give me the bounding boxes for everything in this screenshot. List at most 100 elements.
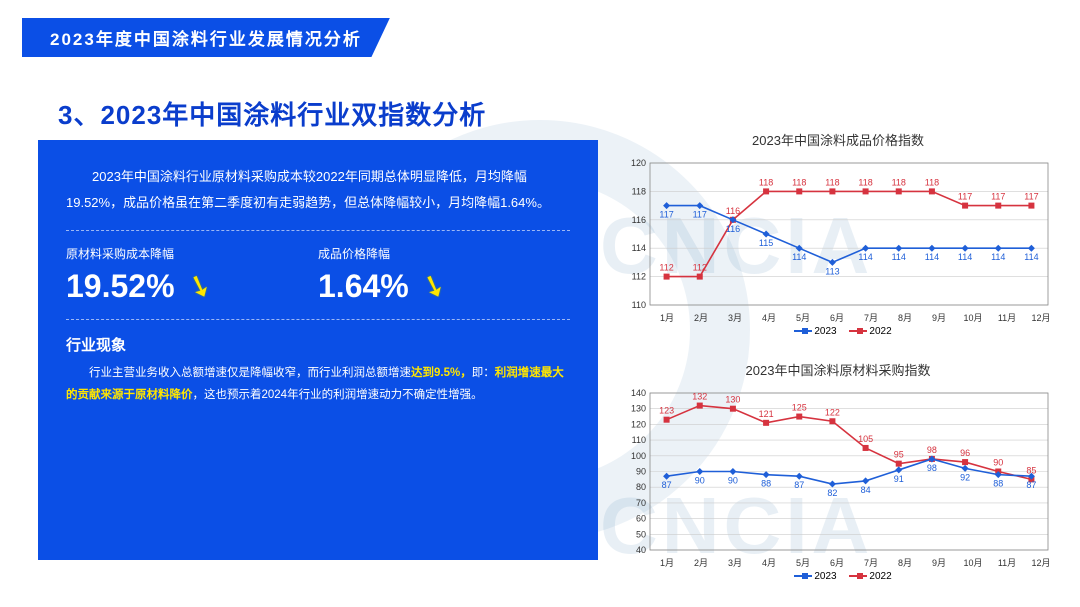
svg-text:114: 114	[858, 252, 872, 262]
legend-label-2022: 2022	[869, 571, 891, 582]
svg-text:114: 114	[958, 252, 972, 262]
svg-text:117: 117	[693, 210, 707, 220]
metric1-label: 原材料采购成本降幅	[66, 245, 318, 262]
svg-text:98: 98	[927, 463, 937, 473]
svg-text:90: 90	[636, 467, 646, 477]
svg-text:140: 140	[631, 388, 646, 398]
svg-text:121: 121	[759, 409, 774, 419]
svg-text:50: 50	[636, 529, 646, 539]
metrics-row: 原材料采购成本降幅 19.52% ➘ 成品价格降幅 1.64% ➘	[66, 245, 570, 305]
svg-text:95: 95	[894, 450, 904, 460]
svg-text:88: 88	[761, 479, 771, 489]
svg-text:90: 90	[728, 476, 738, 486]
chart2-legend: 2023 2022	[618, 571, 1058, 582]
summary-panel: 2023年中国涂料行业原材料采购成本较2022年同期总体明显降低，月均降幅19.…	[38, 140, 598, 560]
chart2-title: 2023年中国涂料原材料采购指数	[618, 360, 1058, 379]
svg-text:105: 105	[858, 434, 873, 444]
svg-text:90: 90	[993, 458, 1003, 468]
header-tab: 2023年度中国涂料行业发展情况分析	[22, 18, 390, 57]
phen-post: ，这也预示着2024年行业的利润增速动力不确定性增强。	[193, 389, 483, 401]
legend-dot-2022	[857, 328, 863, 334]
chart1-legend: 2023 2022	[618, 326, 1058, 337]
legend-label-2022: 2022	[869, 326, 891, 337]
svg-text:117: 117	[958, 192, 972, 202]
chart2-xaxis: 1月2月3月4月5月6月7月8月9月10月11月12月	[618, 556, 1058, 569]
chart1-xaxis: 1月2月3月4月5月6月7月8月9月10月11月12月	[618, 311, 1058, 324]
svg-text:120: 120	[631, 158, 646, 168]
svg-text:114: 114	[1024, 252, 1038, 262]
metric2-label: 成品价格降幅	[318, 245, 570, 262]
svg-text:122: 122	[825, 407, 840, 417]
divider-2	[66, 319, 570, 320]
legend-dot-2023	[802, 328, 808, 334]
svg-text:112: 112	[693, 263, 707, 273]
svg-text:114: 114	[892, 252, 906, 262]
section-title: 3、2023年中国涂料行业双指数分析	[58, 95, 486, 132]
svg-text:87: 87	[1026, 480, 1036, 490]
metric2-value: 1.64%	[318, 268, 409, 305]
phenomenon-title: 行业现象	[66, 334, 570, 355]
phen-mid: 即：	[472, 367, 495, 379]
svg-text:110: 110	[632, 300, 646, 310]
svg-text:100: 100	[631, 451, 646, 461]
chart1-title: 2023年中国涂料成品价格指数	[618, 130, 1058, 149]
chart-raw-material-index: 2023年中国涂料原材料采购指数 40 50 60 70 80 90 100 110 120 13…	[618, 360, 1058, 590]
svg-text:120: 120	[631, 419, 646, 429]
chart2-svg: 40 50 60 70 80 90 100 110 120 130 140 123 132 130 121 1…	[618, 381, 1058, 556]
svg-text:130: 130	[631, 404, 646, 414]
svg-text:118: 118	[925, 177, 939, 187]
svg-text:117: 117	[1024, 192, 1038, 202]
svg-text:88: 88	[993, 479, 1003, 489]
svg-text:60: 60	[636, 514, 646, 524]
svg-text:118: 118	[892, 177, 906, 187]
svg-text:96: 96	[960, 448, 970, 458]
svg-text:87: 87	[794, 480, 804, 490]
svg-text:116: 116	[726, 206, 740, 216]
svg-text:87: 87	[662, 480, 672, 490]
phen-pre: 行业主营业务收入总额增速仅是降幅收窄，而行业利润总额增速	[89, 367, 411, 379]
summary-paragraph: 2023年中国涂料行业原材料采购成本较2022年同期总体明显降低，月均降幅19.…	[66, 164, 570, 216]
svg-text:116: 116	[632, 215, 646, 225]
svg-text:117: 117	[991, 192, 1005, 202]
svg-text:112: 112	[632, 272, 646, 282]
metric-product-price: 成品价格降幅 1.64% ➘	[318, 245, 570, 305]
svg-text:84: 84	[861, 485, 871, 495]
legend-label-2023: 2023	[814, 571, 836, 582]
down-arrow-icon: ➘	[416, 266, 452, 307]
svg-text:117: 117	[659, 210, 673, 220]
svg-text:82: 82	[827, 488, 837, 498]
svg-text:118: 118	[858, 177, 872, 187]
svg-text:118: 118	[632, 186, 646, 196]
metric1-value: 19.52%	[66, 268, 175, 305]
down-arrow-icon: ➘	[181, 266, 217, 307]
svg-text:116: 116	[726, 224, 740, 234]
svg-text:110: 110	[632, 435, 646, 445]
svg-text:80: 80	[636, 482, 646, 492]
phen-highlight-1: 达到9.5%，	[411, 367, 472, 379]
svg-text:118: 118	[792, 177, 806, 187]
chart1-svg: 110 112 114 116 118 120 112 112 116 118 118 118 118 1…	[618, 151, 1058, 311]
svg-text:113: 113	[825, 266, 839, 276]
svg-text:132: 132	[692, 392, 707, 402]
svg-text:70: 70	[636, 498, 646, 508]
svg-text:114: 114	[792, 252, 806, 262]
svg-text:115: 115	[759, 238, 773, 248]
phenomenon-text: 行业主营业务收入总额增速仅是降幅收窄，而行业利润总额增速达到9.5%，即：利润增…	[66, 363, 570, 407]
svg-text:98: 98	[927, 445, 937, 455]
svg-text:123: 123	[659, 406, 674, 416]
svg-text:130: 130	[725, 395, 740, 405]
svg-text:118: 118	[759, 177, 773, 187]
svg-text:114: 114	[925, 252, 939, 262]
svg-text:125: 125	[792, 403, 807, 413]
svg-text:114: 114	[991, 252, 1005, 262]
svg-text:40: 40	[636, 545, 646, 555]
metric-raw-material: 原材料采购成本降幅 19.52% ➘	[66, 245, 318, 305]
chart-product-price-index: 2023年中国涂料成品价格指数 110 112 114 116 118 120 112 112…	[618, 130, 1058, 340]
svg-text:92: 92	[960, 472, 970, 482]
legend-dot-2022	[857, 573, 863, 579]
svg-text:112: 112	[659, 263, 673, 273]
divider-1	[66, 230, 570, 231]
svg-text:91: 91	[894, 474, 904, 484]
legend-dot-2023	[802, 573, 808, 579]
legend-label-2023: 2023	[814, 326, 836, 337]
